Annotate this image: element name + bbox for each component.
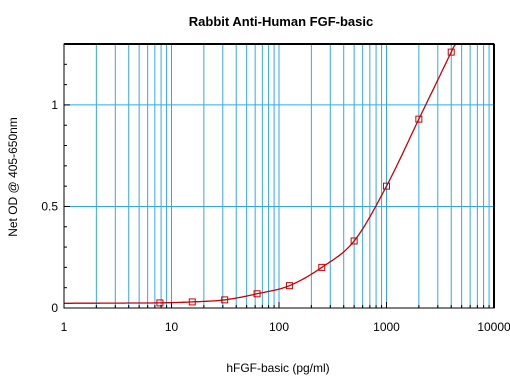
y-axis-label: Net OD @ 405-650nm bbox=[6, 117, 20, 237]
data-point bbox=[156, 299, 164, 307]
y-tick-label: 0.5 bbox=[41, 199, 58, 213]
data-point bbox=[447, 48, 455, 56]
x-tick-label: 1 bbox=[61, 320, 68, 334]
x-tick-label: 10000 bbox=[477, 320, 510, 334]
data-point bbox=[318, 263, 326, 271]
tick-labels: 1 10 100 1000 10000 0 0.5 1 bbox=[41, 98, 510, 334]
x-axis-label: hFGF-basic (pg/ml) bbox=[226, 361, 329, 375]
x-tick-label: 1000 bbox=[373, 320, 400, 334]
data-point bbox=[415, 115, 423, 123]
data-points bbox=[156, 48, 455, 307]
data-point bbox=[350, 237, 358, 245]
fit-curve bbox=[64, 43, 458, 304]
data-point bbox=[383, 182, 390, 190]
plot-frame bbox=[63, 43, 495, 309]
chart-title: Rabbit Anti-Human FGF-basic bbox=[189, 14, 373, 29]
y-tick-label: 1 bbox=[51, 98, 58, 112]
y-tick-label: 0 bbox=[51, 301, 58, 315]
data-point bbox=[253, 290, 261, 298]
grid-lines bbox=[64, 44, 494, 308]
fit-curve-layer bbox=[64, 43, 458, 304]
x-tick-label: 100 bbox=[269, 320, 289, 334]
x-tick-label: 10 bbox=[165, 320, 179, 334]
data-point bbox=[285, 282, 293, 290]
data-point bbox=[221, 296, 229, 304]
data-point bbox=[188, 298, 196, 306]
